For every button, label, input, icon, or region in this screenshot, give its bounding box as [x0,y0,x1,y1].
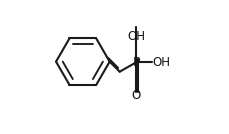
Text: OH: OH [127,30,144,43]
Text: OH: OH [152,56,170,69]
Text: O: O [131,89,140,102]
Text: P: P [132,56,139,69]
